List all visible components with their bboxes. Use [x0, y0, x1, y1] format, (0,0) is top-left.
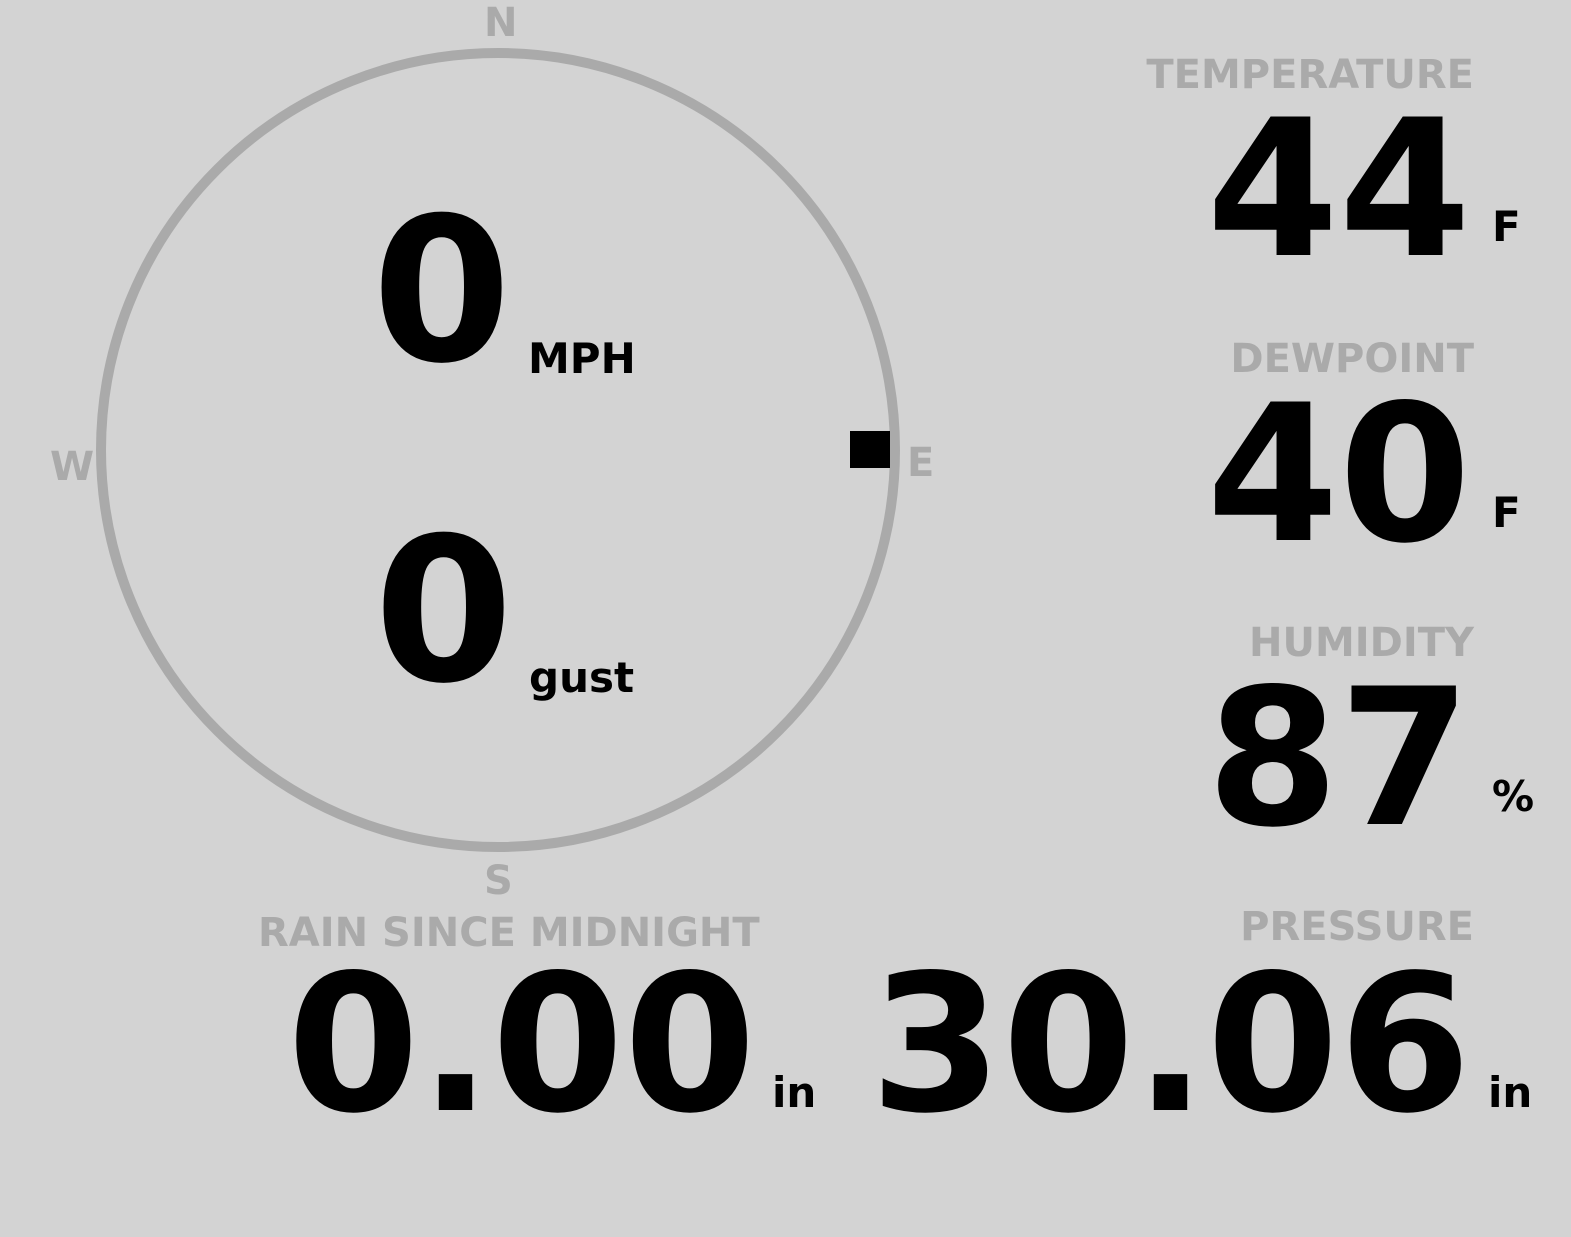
temperature-value: 44: [1206, 79, 1471, 300]
wind-compass: [96, 48, 900, 852]
compass-n-label: N: [484, 0, 518, 46]
rain-label: RAIN SINCE MIDNIGHT: [258, 910, 760, 956]
rain-unit: in: [772, 1068, 817, 1117]
temperature-label: TEMPERATURE: [1146, 52, 1474, 98]
humidity-value: 87: [1206, 648, 1471, 869]
dewpoint-unit: F: [1492, 488, 1521, 537]
pressure-unit: in: [1488, 1068, 1533, 1117]
wind-speed-value: 0: [372, 175, 512, 408]
dewpoint-label: DEWPOINT: [1230, 336, 1474, 382]
compass-ring: [96, 48, 900, 852]
humidity-unit: %: [1492, 772, 1535, 821]
wind-gust-value: 0: [374, 495, 514, 728]
pressure-value: 30.06: [870, 934, 1471, 1155]
wind-gust-unit: gust: [529, 653, 635, 702]
pressure-label: PRESSURE: [1240, 904, 1474, 950]
dewpoint-value: 40: [1206, 364, 1471, 585]
rain-value: 0.00: [287, 934, 756, 1155]
compass-s-label: S: [484, 858, 513, 904]
compass-w-label: W: [50, 444, 95, 490]
compass-e-label: E: [907, 440, 935, 486]
wind-speed-unit: MPH: [528, 334, 636, 383]
wind-direction-marker: [850, 431, 890, 468]
temperature-unit: F: [1492, 202, 1521, 251]
humidity-label: HUMIDITY: [1249, 620, 1474, 666]
